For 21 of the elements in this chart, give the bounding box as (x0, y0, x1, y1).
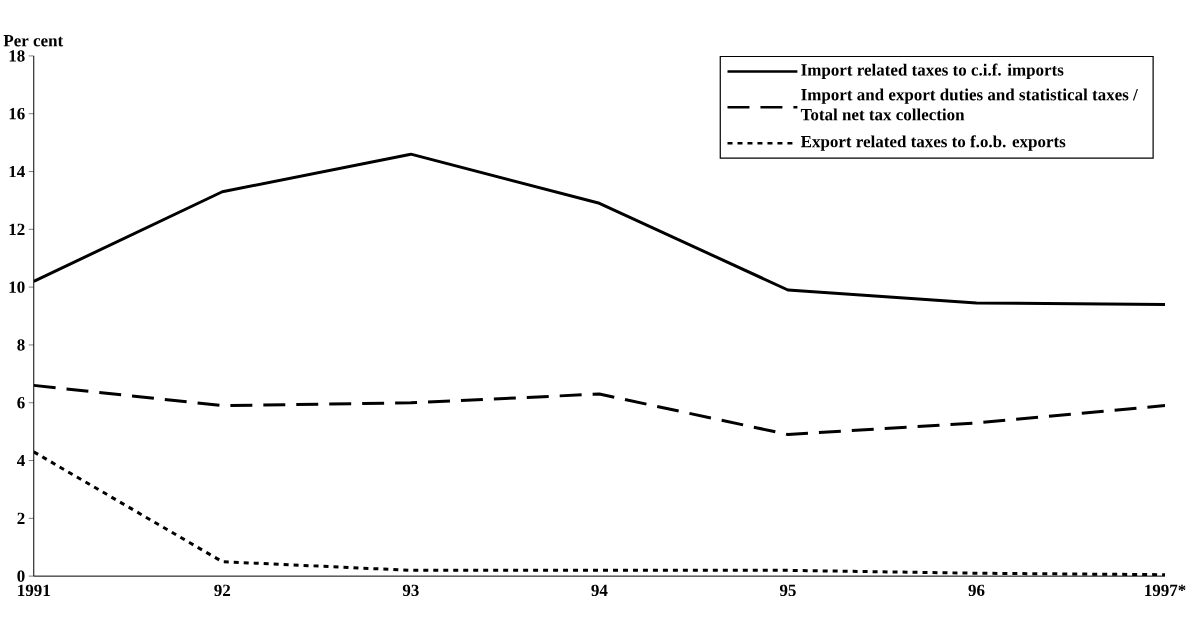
x-tick-label: 94 (591, 584, 608, 597)
legend-label: Export related taxes to f.o.b. exports (800, 135, 1066, 151)
y-tick-label: 12 (9, 223, 25, 235)
y-tick-label: 16 (9, 107, 25, 120)
y-tick-label: 18 (9, 50, 25, 62)
legend-label: Import related taxes to c.i.f. imports (801, 63, 1064, 80)
y-axis-title: Per cent (3, 35, 64, 47)
x-tick-label: 95 (779, 584, 796, 597)
x-tick-label: 92 (214, 584, 231, 597)
y-tick-label: 2 (17, 512, 25, 524)
y-tick-label: 14 (9, 165, 25, 178)
y-tick-label: 10 (9, 281, 25, 293)
x-tick-label: 93 (402, 584, 419, 597)
y-tick-label: 6 (17, 396, 25, 409)
legend-label: Import and export duties and statistical taxes / Total net tax collection (800, 88, 1138, 121)
y-tick-label: 4 (16, 454, 25, 467)
x-tick-label: 96 (968, 584, 985, 597)
x-tick-label: 1997* (1145, 584, 1186, 597)
x-tick-label: 1991 (18, 584, 50, 597)
y-tick-label: 0 (17, 570, 25, 582)
y-tick-label: 8 (17, 339, 25, 351)
